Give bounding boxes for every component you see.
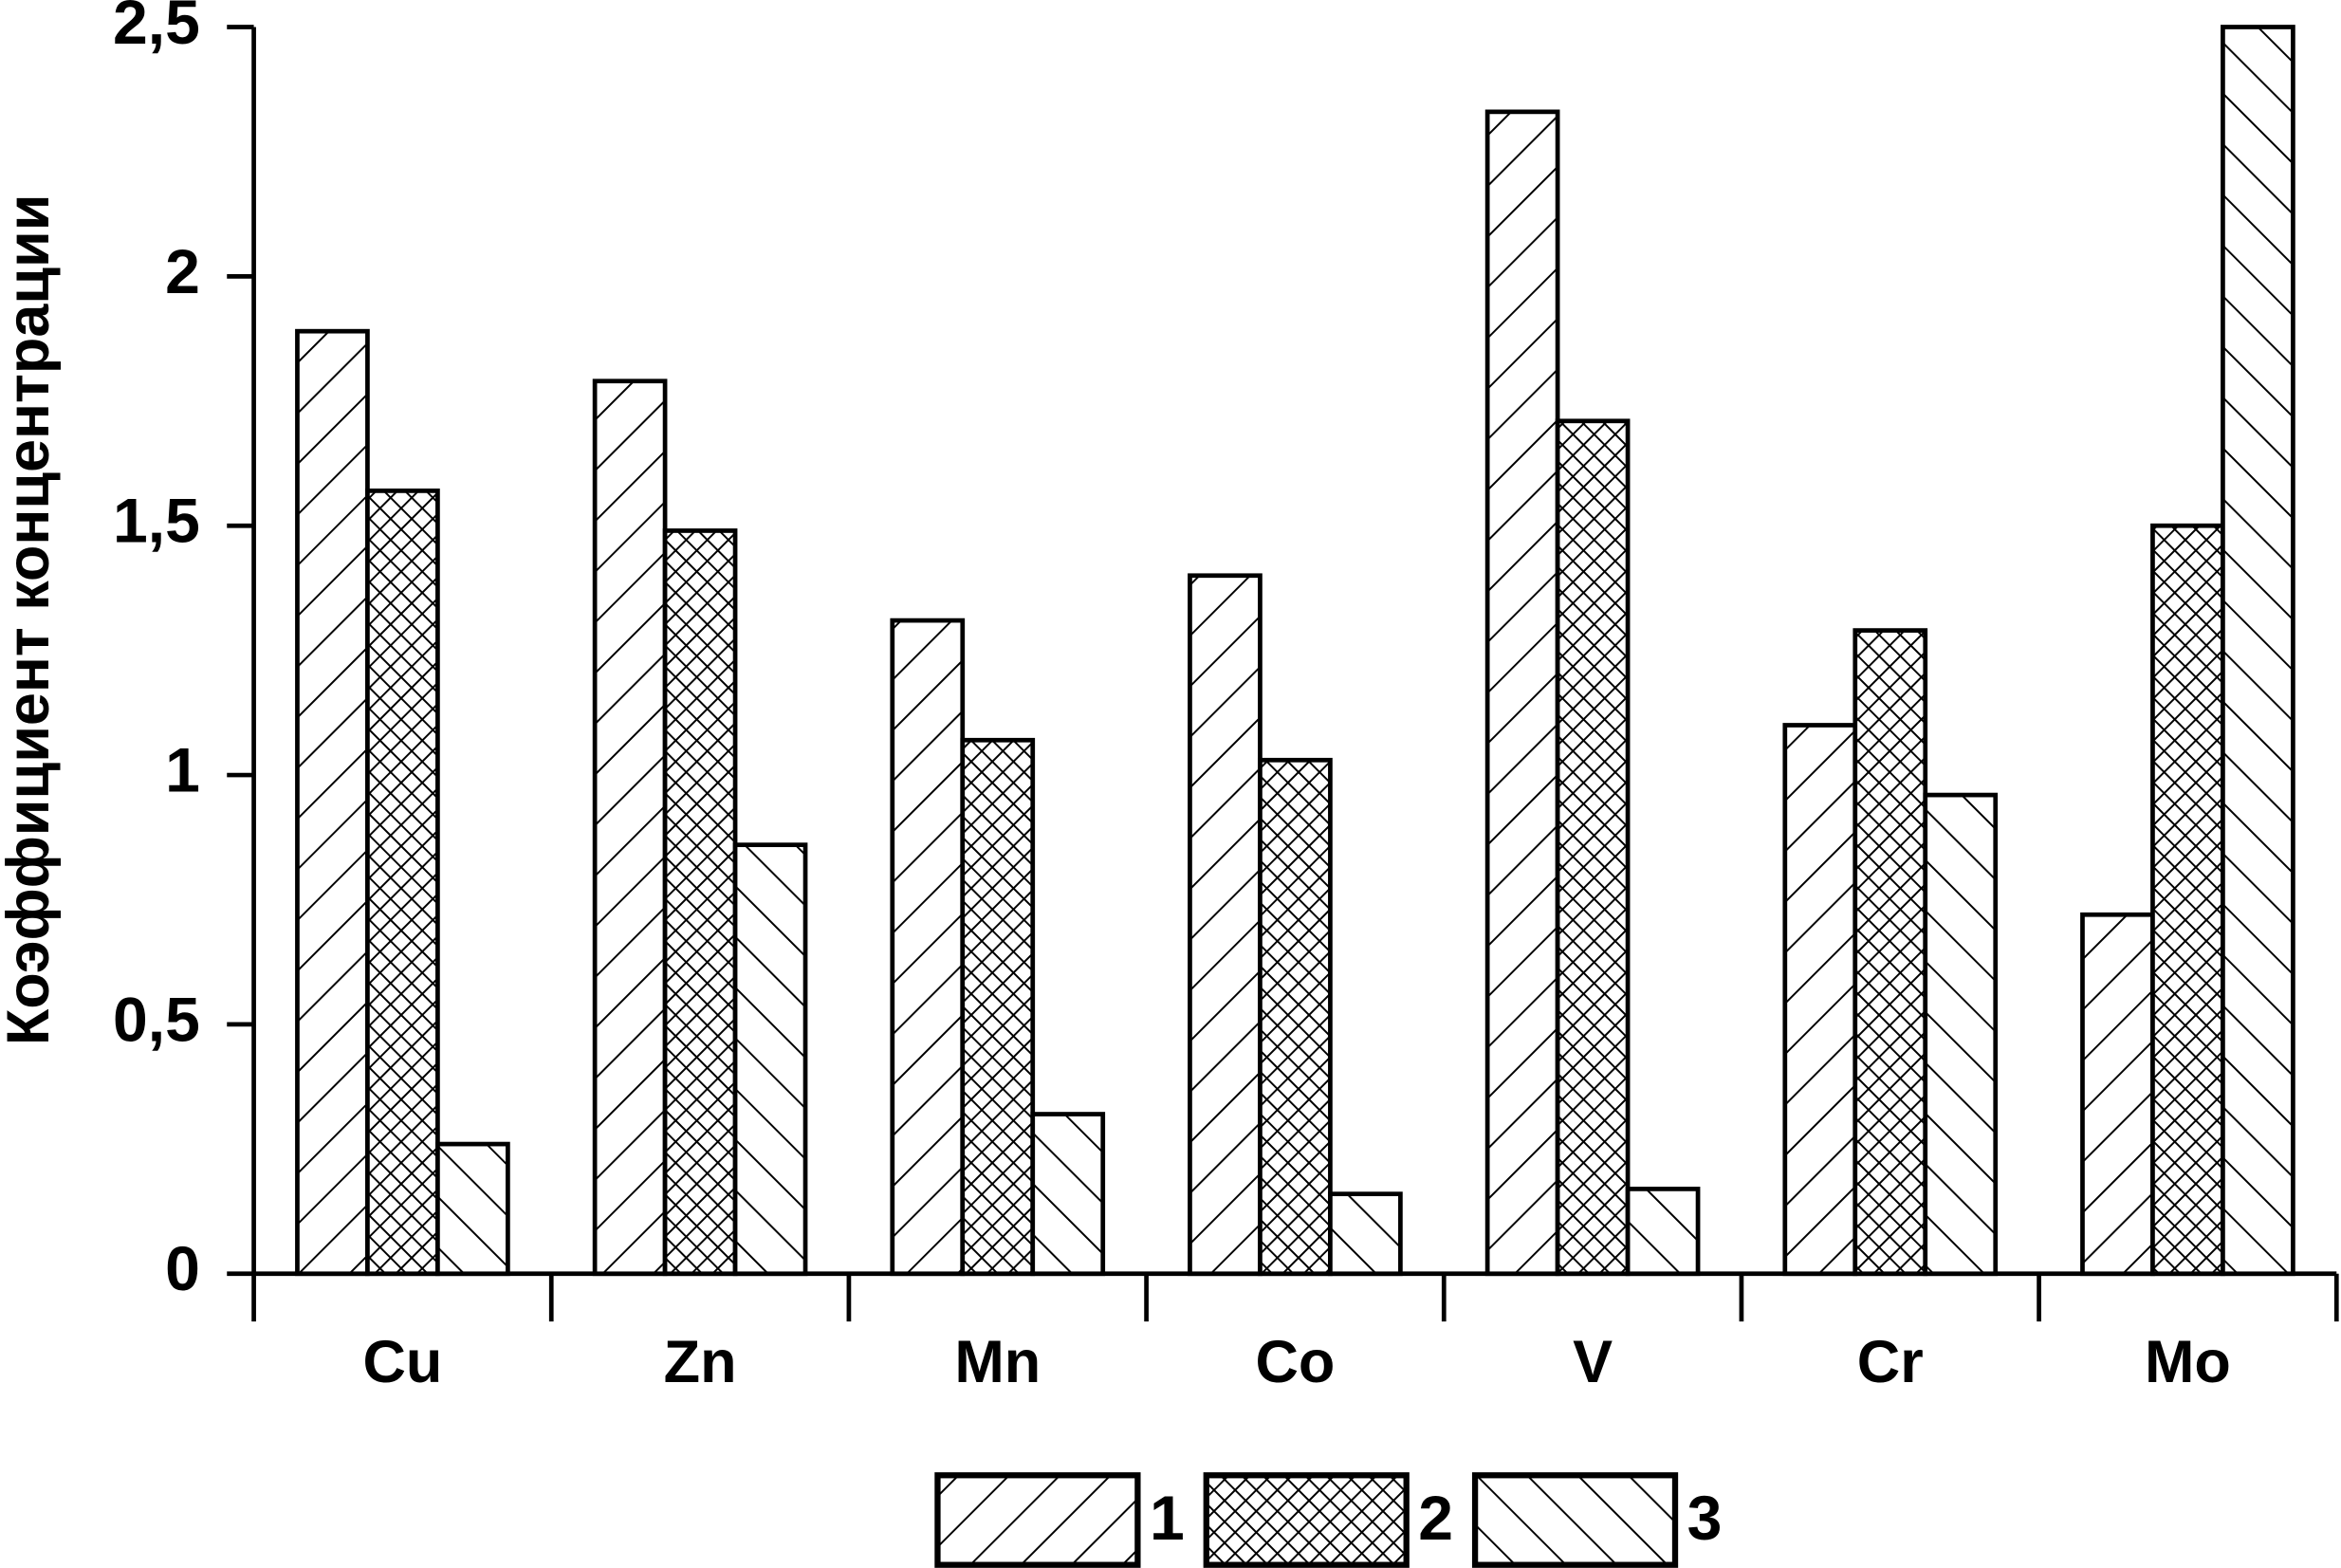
bar: [365, 489, 440, 1277]
bar: [732, 842, 808, 1277]
x-tick-label: Mo: [2145, 1329, 2231, 1395]
y-axis-label: Коэффициент концентрации: [0, 194, 62, 1046]
legend-swatch: [1203, 1472, 1410, 1568]
bar: [1030, 1112, 1106, 1277]
bar: [1258, 757, 1333, 1277]
legend-swatch: [1471, 1472, 1679, 1568]
bar: [2150, 523, 2225, 1277]
bar: [1923, 792, 1999, 1277]
x-tick-label: V: [1573, 1329, 1613, 1395]
bar: [890, 618, 966, 1277]
legend-label: 2: [1418, 1484, 1453, 1554]
legend-label: 1: [1150, 1484, 1185, 1554]
bar: [1555, 418, 1631, 1277]
bar: [960, 737, 1036, 1277]
bar: [1853, 628, 1928, 1277]
bar: [1484, 109, 1560, 1277]
y-tick-label: 1,5: [113, 487, 200, 557]
x-tick-label: Co: [1255, 1329, 1335, 1395]
bar: [1328, 1191, 1403, 1277]
y-tick-label: 2: [165, 237, 200, 307]
y-tick-label: 0,5: [113, 985, 200, 1055]
x-tick-label: Cu: [362, 1329, 442, 1395]
bar: [2221, 25, 2295, 1277]
x-tick-label: Cr: [1857, 1329, 1924, 1395]
bar: [435, 1141, 510, 1277]
bar: [1782, 723, 1858, 1277]
legend-label: 3: [1687, 1484, 1723, 1554]
legend-swatch: [934, 1472, 1141, 1568]
y-tick-label: 1: [165, 736, 200, 806]
y-tick-label: 0: [165, 1234, 200, 1304]
y-tick-label: 2,5: [113, 0, 200, 58]
x-tick-label: Mn: [954, 1329, 1041, 1395]
x-tick-label: Zn: [664, 1329, 737, 1395]
bar: [1625, 1187, 1701, 1277]
bar: [2080, 912, 2155, 1277]
bar: [662, 528, 738, 1277]
bar: [1188, 573, 1263, 1277]
bar: [295, 328, 370, 1277]
bar: [592, 378, 668, 1277]
